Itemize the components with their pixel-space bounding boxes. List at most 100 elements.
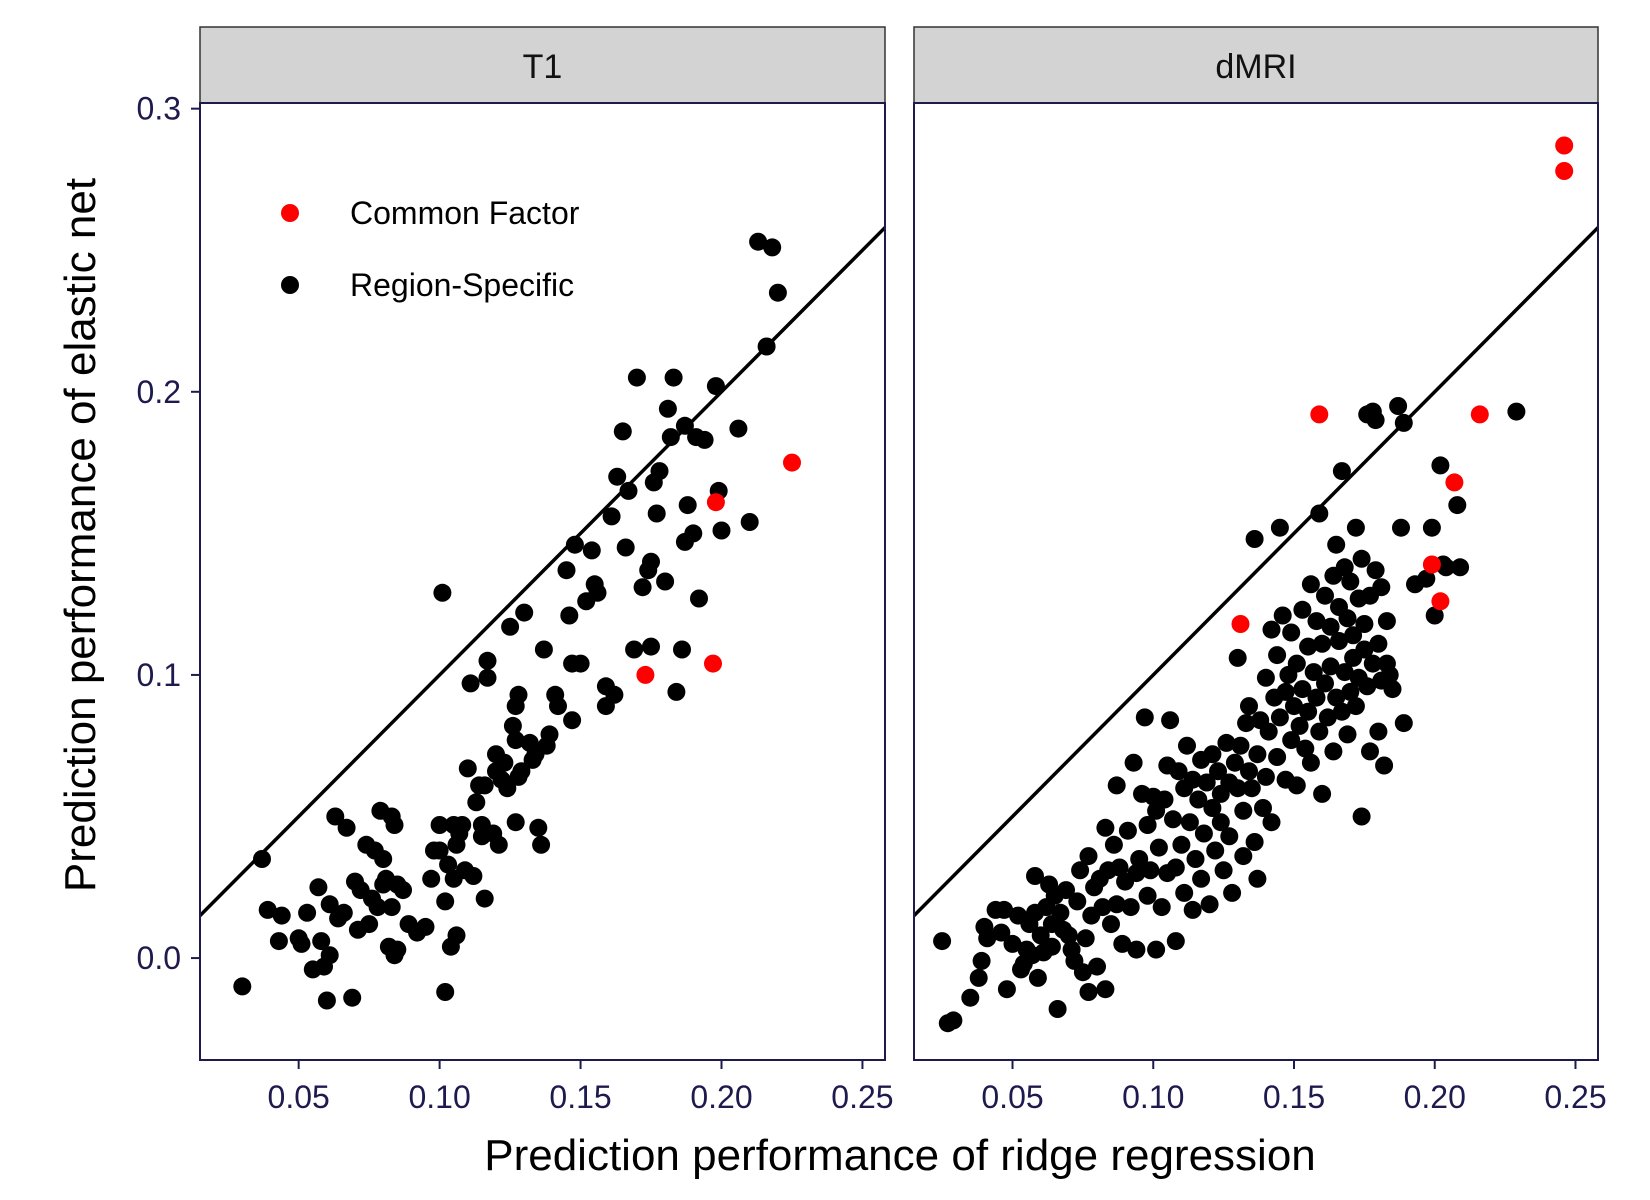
x-tick-label-t1-2: 0.15	[549, 1079, 611, 1115]
point-dmri-region-specific-7	[978, 929, 997, 948]
point-dmri-region-specific-158	[1318, 708, 1337, 727]
point-dmri-region-specific-87	[1183, 770, 1202, 789]
point-dmri-region-specific-148	[1301, 753, 1320, 772]
point-dmri-region-specific-209	[1425, 606, 1444, 625]
point-dmri-region-specific-41	[1079, 983, 1098, 1001]
point-t1-region-specific-124	[658, 399, 677, 418]
point-t1-region-specific-131	[678, 496, 697, 515]
point-dmri-region-specific-9	[992, 923, 1011, 942]
x-tick-label-dmri-1: 0.10	[1122, 1079, 1184, 1115]
point-dmri-region-specific-176	[1344, 626, 1363, 645]
point-dmri-region-specific-53	[1107, 776, 1126, 795]
point-t1-region-specific-101	[571, 654, 590, 673]
point-dmri-region-specific-104	[1220, 827, 1239, 846]
point-dmri-region-specific-163	[1327, 688, 1346, 707]
point-dmri-region-specific-214	[1451, 558, 1470, 577]
point-dmri-region-specific-142	[1293, 600, 1312, 619]
point-t1-region-specific-91	[534, 640, 553, 659]
point-dmri-region-specific-47	[1096, 980, 1115, 999]
point-t1-region-specific-100	[565, 535, 584, 554]
point-t1-region-specific-125	[661, 428, 680, 447]
point-dmri-region-specific-201	[1383, 680, 1402, 699]
point-dmri-region-specific-106	[1225, 753, 1244, 772]
point-t1-region-specific-77	[501, 617, 520, 636]
legend-swatch-common-factor	[281, 204, 299, 222]
point-dmri-region-specific-186	[1358, 677, 1377, 696]
point-dmri-region-specific-73	[1155, 790, 1174, 809]
panel-t1: T1 0.05 0.10 0.15 0.20 0.25	[199, 26, 894, 1115]
point-t1-common-factor-0	[783, 453, 801, 472]
point-dmri-region-specific-192	[1366, 561, 1385, 580]
point-dmri-region-specific-159	[1321, 617, 1340, 636]
point-dmri-region-specific-54	[1110, 858, 1129, 877]
point-dmri-region-specific-157	[1316, 674, 1334, 693]
point-t1-region-specific-115	[627, 368, 646, 387]
plot-area-t1	[200, 103, 885, 1060]
point-dmri-region-specific-65	[1138, 816, 1157, 834]
point-dmri-region-specific-91	[1192, 869, 1211, 888]
point-t1-common-factor-1	[706, 493, 725, 512]
point-t1-region-specific-61	[464, 867, 483, 885]
point-dmri-region-specific-164	[1327, 535, 1346, 554]
point-t1-region-specific-50	[439, 855, 458, 874]
point-dmri-region-specific-174	[1341, 572, 1360, 591]
point-dmri-region-specific-153	[1310, 722, 1329, 741]
point-dmri-region-specific-170	[1335, 558, 1354, 577]
point-t1-common-factor-3	[636, 665, 655, 684]
y-tick-label-3: 0.3	[137, 91, 181, 127]
point-dmri-region-specific-193	[1369, 722, 1388, 741]
point-dmri-region-specific-172	[1338, 609, 1357, 628]
point-dmri-region-specific-79	[1166, 932, 1185, 951]
point-t1-region-specific-118	[642, 637, 660, 656]
panel-dmri: dMRI 0.05 0.10 0.15 0.20 0.25	[913, 26, 1607, 1115]
point-t1-region-specific-85	[515, 603, 534, 622]
point-t1-region-specific-122	[650, 462, 669, 481]
point-dmri-region-specific-203	[1392, 518, 1410, 537]
point-dmri-region-specific-105	[1223, 883, 1242, 902]
strip-label-dmri: dMRI	[1215, 48, 1296, 86]
point-t1-region-specific-29	[374, 850, 393, 868]
point-t1-region-specific-66	[475, 776, 494, 795]
point-dmri-region-specific-0	[933, 932, 952, 951]
point-dmri-common-factor-5	[1431, 592, 1450, 611]
point-dmri-region-specific-173	[1341, 682, 1360, 701]
point-dmri-region-specific-88	[1186, 850, 1205, 868]
x-tick-label-dmri-2: 0.15	[1263, 1079, 1325, 1115]
point-t1-region-specific-130	[675, 416, 694, 435]
point-t1-region-specific-7	[298, 903, 317, 922]
point-t1-region-specific-114	[625, 640, 644, 659]
point-dmri-region-specific-213	[1448, 496, 1467, 515]
point-dmri-region-specific-11	[997, 980, 1016, 999]
point-dmri-region-specific-212	[1437, 558, 1455, 577]
point-dmri-region-specific-145	[1299, 637, 1318, 656]
point-dmri-region-specific-165	[1330, 632, 1348, 650]
point-dmri-region-specific-85	[1180, 813, 1199, 832]
point-t1-region-specific-24	[360, 915, 379, 934]
point-dmri-region-specific-177	[1346, 518, 1365, 537]
point-t1-region-specific-128	[673, 640, 691, 659]
point-dmri-region-specific-197	[1375, 756, 1394, 775]
point-dmri-region-specific-141	[1290, 716, 1309, 735]
point-dmri-region-specific-21	[1028, 968, 1047, 987]
point-dmri-region-specific-93	[1197, 773, 1216, 792]
identity-line-t1	[200, 225, 885, 919]
point-t1-region-specific-141	[749, 232, 768, 251]
x-axis-dmri: 0.05 0.10 0.15 0.20 0.25	[981, 1060, 1607, 1115]
point-t1-region-specific-69	[478, 651, 497, 670]
point-dmri-region-specific-154	[1313, 634, 1332, 653]
point-t1-region-specific-121	[647, 504, 666, 523]
point-t1-region-specific-93	[540, 725, 559, 744]
point-dmri-region-specific-114	[1240, 697, 1258, 716]
point-dmri-region-specific-210	[1431, 456, 1450, 475]
x-tick-label-dmri-3: 0.20	[1404, 1079, 1466, 1115]
point-t1-region-specific-84	[512, 762, 531, 781]
point-dmri-region-specific-215	[1507, 402, 1526, 421]
point-dmri-region-specific-123	[1256, 767, 1275, 786]
point-t1-region-specific-103	[582, 541, 601, 560]
point-t1-region-specific-143	[763, 238, 782, 257]
point-t1-common-factor-2	[704, 654, 722, 673]
point-dmri-region-specific-57	[1118, 821, 1137, 840]
point-t1-region-specific-60	[461, 674, 480, 693]
point-t1-region-specific-67	[475, 889, 494, 908]
